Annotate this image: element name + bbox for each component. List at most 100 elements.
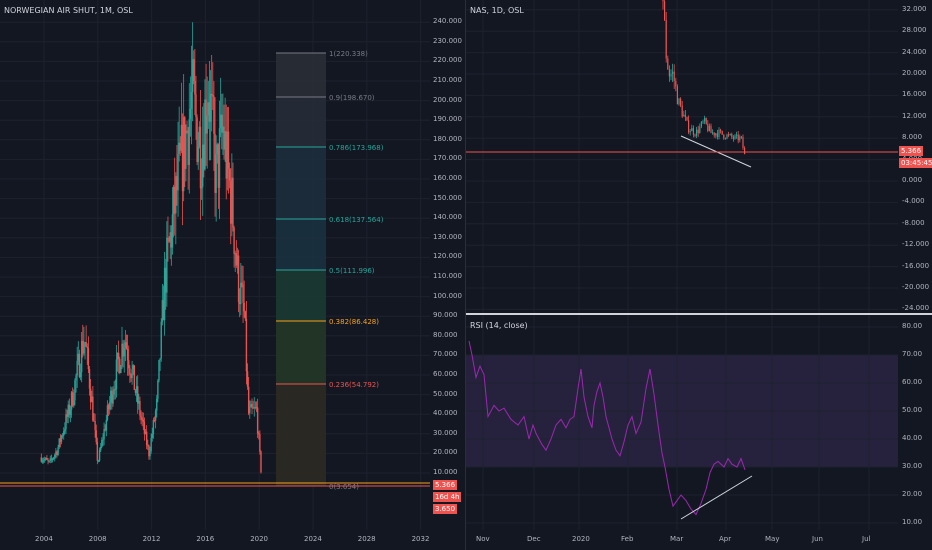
candle-body [181, 124, 184, 192]
candle-body [234, 253, 236, 255]
candle-body [197, 146, 199, 162]
candle-body [61, 435, 64, 437]
candle-body [60, 435, 63, 442]
candle-body [47, 459, 49, 461]
rsi-axis[interactable]: 80.00 70.00 60.00 50.00 40.00 30.00 20.00 10.00 [898, 315, 932, 530]
time-tick: 2008 [88, 535, 107, 543]
candle-body [237, 255, 240, 303]
rsi-tick: 20.00 [902, 490, 923, 498]
candle-body [712, 132, 714, 134]
daily-chart-title: NAS, 1D, OSL [470, 6, 524, 15]
price-tick: 150.000 [433, 193, 462, 202]
candle-body [718, 129, 720, 138]
candle-body [67, 404, 69, 417]
candle-body [128, 360, 130, 369]
candle-body [58, 438, 60, 448]
candle-body [173, 186, 176, 214]
candle-body [124, 342, 127, 348]
candle-body [154, 410, 157, 421]
candle-body [86, 346, 88, 349]
candle-body [707, 123, 709, 131]
candle-body [258, 433, 260, 435]
candle-body [48, 460, 50, 462]
candle-body [106, 405, 109, 420]
candle-body [178, 142, 180, 154]
candle-body [680, 98, 682, 106]
price-tick: 120.000 [433, 252, 462, 261]
fib-level-label: 0.786(173.968) [329, 144, 384, 152]
candle-body [166, 237, 168, 293]
candle-body [184, 117, 186, 169]
candle-body [740, 136, 742, 138]
candle-body [165, 267, 167, 293]
rsi-tick: 40.00 [902, 434, 923, 442]
candle-body [224, 131, 226, 150]
candle-body [46, 458, 48, 460]
pane-divider-vertical[interactable] [465, 0, 466, 550]
price-tick: 60.000 [433, 370, 458, 378]
candle-body [180, 124, 183, 151]
candle-body [207, 102, 210, 116]
candle-body [675, 81, 677, 87]
time-tick: 2016 [196, 535, 215, 543]
monthly-price-axis[interactable]: 240.000 230.000 220.000 210.000 200.000 190.0… [430, 0, 465, 530]
candle-body [144, 431, 147, 434]
candle-body [193, 59, 195, 81]
candle-body [667, 58, 669, 70]
candle-body [697, 129, 699, 134]
candle-body [737, 134, 739, 141]
daily-chart-pane[interactable]: NAS, 1D, OSL [466, 0, 898, 313]
candle-body [259, 434, 261, 452]
candle-body [210, 93, 213, 96]
candle-body [59, 438, 62, 442]
candle-body [55, 451, 57, 455]
price-tick: 30.000 [433, 428, 458, 437]
candle-body [222, 126, 224, 133]
fib-band [276, 321, 326, 384]
rsi-chart[interactable] [466, 315, 898, 530]
candle-body [233, 227, 235, 254]
candle-body [91, 396, 93, 403]
daily-time-axis[interactable]: Nov Dec 2020 Feb Mar Apr May Jun Jul [466, 530, 932, 550]
candle-body [189, 108, 192, 120]
candle-body [212, 95, 214, 97]
price-tick: 20.000 [902, 69, 927, 77]
rsi-pane[interactable]: RSI (14, close) [466, 315, 898, 530]
candle-body [243, 302, 245, 312]
daily-candlestick-chart[interactable] [466, 0, 898, 313]
candle-body [163, 267, 166, 321]
candle-body [200, 186, 203, 189]
price-tick: 40.000 [433, 409, 458, 418]
time-tick: 2024 [304, 535, 322, 543]
candle-body [182, 117, 185, 192]
daily-price-axis[interactable]: 32.000 28.000 24.000 20.000 16.000 12.000 8.00… [898, 0, 932, 313]
fib-band [276, 384, 326, 486]
monthly-time-axis[interactable]: 2004 2008 2012 2016 2020 2024 2028 2032 [0, 530, 465, 550]
monthly-chart-pane[interactable]: 1(220.338) 0.9(198.670) 0.786(173.968) 0.61… [0, 0, 430, 530]
candle-body [147, 445, 149, 447]
time-tick: Mar [670, 535, 684, 543]
candle-body [195, 94, 197, 118]
candle-body [73, 400, 75, 406]
pane-divider-horizontal[interactable] [466, 313, 932, 315]
candle-body [260, 451, 262, 473]
candle-body [130, 374, 132, 379]
candle-body [157, 380, 159, 399]
candle-body [226, 131, 229, 179]
candle-body [64, 429, 66, 432]
candle-body [241, 282, 243, 285]
fib-level-label: 1(220.338) [329, 50, 368, 58]
candle-body [716, 133, 718, 138]
candle-body [98, 450, 101, 461]
candle-body [68, 404, 71, 415]
candle-body [179, 142, 181, 151]
candle-body [170, 232, 173, 248]
candle-body [708, 125, 710, 131]
fib-band [276, 53, 326, 97]
monthly-candlestick-chart[interactable]: 1(220.338) 0.9(198.670) 0.786(173.968) 0.61… [0, 0, 430, 530]
candle-body [74, 380, 76, 401]
candle-body [665, 19, 667, 59]
candle-body [132, 365, 134, 370]
candle-body [40, 457, 43, 462]
candle-body [684, 114, 686, 118]
